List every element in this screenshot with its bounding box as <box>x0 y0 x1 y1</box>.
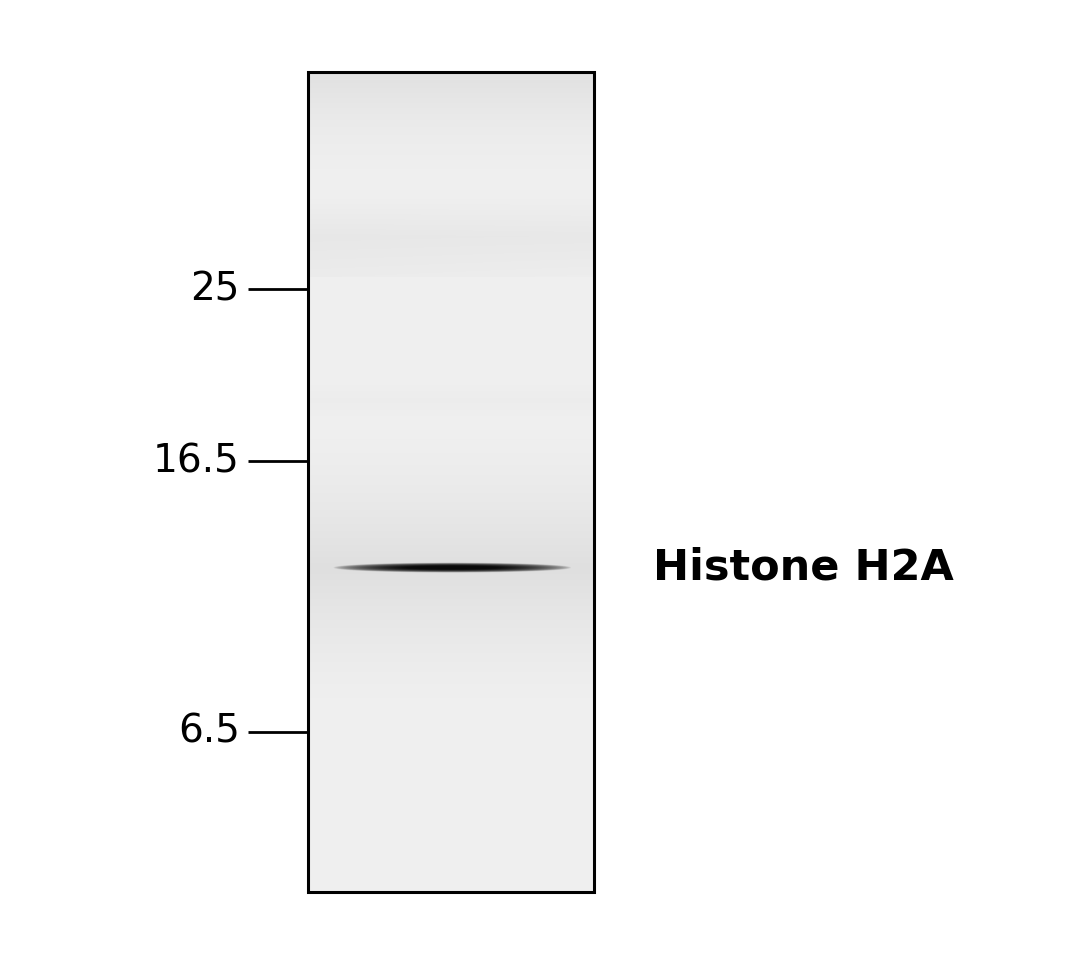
Bar <box>308 72 594 892</box>
Text: 16.5: 16.5 <box>153 442 240 480</box>
Text: Histone H2A: Histone H2A <box>653 547 954 589</box>
Text: 6.5: 6.5 <box>178 713 240 751</box>
Text: 25: 25 <box>190 270 240 308</box>
